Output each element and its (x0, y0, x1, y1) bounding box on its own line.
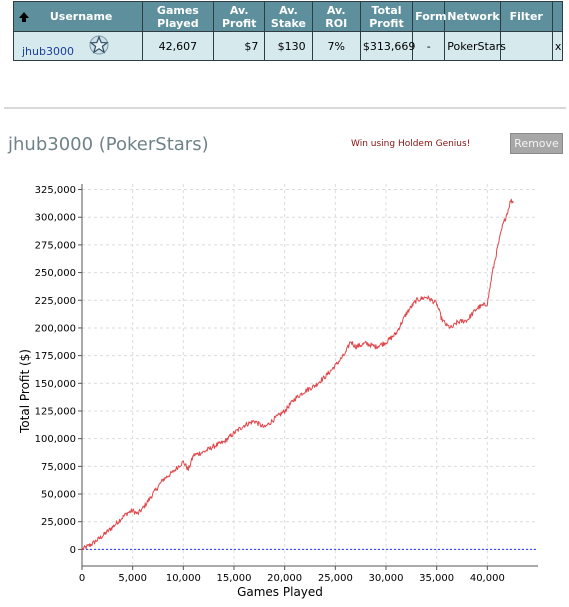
network-link[interactable]: PokerStars (444, 31, 506, 61)
x-tick-label: 35,000 (419, 573, 454, 584)
y-tick-label: 300,000 (35, 213, 76, 224)
x-tick-label: 0 (79, 573, 85, 584)
stats-table: Username Games Played Av. Profit Av. Sta… (13, 1, 564, 61)
y-tick-label: 125,000 (35, 406, 76, 417)
x-tick-label: 15,000 (217, 573, 252, 584)
profit-line (81, 198, 514, 551)
filter-header[interactable]: Filter (499, 1, 553, 32)
y-tick-label: 325,000 (35, 185, 76, 196)
y-tick-label: 25,000 (41, 517, 76, 528)
filter-value[interactable] (499, 31, 553, 61)
y-tick-label: 225,000 (35, 296, 76, 307)
y-tick-label: 100,000 (35, 434, 76, 445)
x-tick-label: 10,000 (166, 573, 201, 584)
table-row: jhub3000 42,607 $7 $130 7% $313,669 - Po… (13, 31, 564, 61)
y-tick-label: 50,000 (41, 490, 76, 501)
star-badge-icon (89, 35, 109, 55)
profit-chart: 0 25,000 50,000 75,000 100,000 125,000 150,000… (18, 184, 538, 599)
table-header-row: Username Games Played Av. Profit Av. Sta… (13, 1, 564, 32)
avg-profit-header[interactable]: Av. Profit (213, 1, 266, 32)
x-tick-label: 5,000 (118, 573, 147, 584)
form-value: - (412, 31, 446, 61)
remove-button[interactable]: Remove (510, 133, 563, 154)
total-profit-header[interactable]: Total Profit (359, 1, 414, 32)
total-profit-value: $313,669 (359, 31, 415, 61)
avg-profit-value: $7 (213, 31, 266, 61)
x-tick-label: 25,000 (318, 573, 353, 584)
form-header[interactable]: Form (412, 1, 447, 32)
avg-roi-header[interactable]: Av. ROI (311, 1, 361, 32)
username-header-label: Username (49, 10, 113, 23)
section-divider (4, 107, 566, 109)
y-tick-label: 150,000 (35, 379, 76, 390)
y-tick-label: 0 (70, 545, 76, 556)
remove-row-link[interactable]: x (551, 31, 564, 61)
username-link[interactable]: jhub3000 (22, 44, 74, 58)
page-title: jhub3000 (PokerStars) (8, 134, 209, 155)
x-tick-label: 40,000 (470, 573, 505, 584)
y-tick-label: 200,000 (35, 323, 76, 334)
y-tick-label: 275,000 (35, 240, 76, 251)
x-tick-label: 30,000 (369, 573, 404, 584)
x-axis-title: Games Played (237, 585, 323, 599)
promo-link[interactable]: Win using Holdem Genius! (351, 139, 471, 149)
games-played-header[interactable]: Games Played (141, 1, 215, 32)
y-axis-title: Total Profit ($) (18, 349, 32, 434)
username-cell: jhub3000 (13, 31, 143, 61)
games-played-value: 42,607 (141, 31, 215, 61)
username-header[interactable]: Username (13, 1, 143, 32)
sort-up-arrow-icon[interactable] (18, 11, 30, 23)
avg-stake-value: $130 (264, 31, 313, 61)
avg-roi-value: 7% (311, 31, 361, 61)
network-header[interactable]: Network (444, 1, 501, 32)
y-tick-label: 250,000 (35, 268, 76, 279)
header-spacer (551, 1, 564, 32)
plot-area (82, 184, 538, 566)
avg-stake-header[interactable]: Av. Stake (264, 1, 313, 32)
y-tick-label: 75,000 (41, 462, 76, 473)
y-tick-label: 175,000 (35, 351, 76, 362)
x-tick-label: 20,000 (267, 573, 302, 584)
